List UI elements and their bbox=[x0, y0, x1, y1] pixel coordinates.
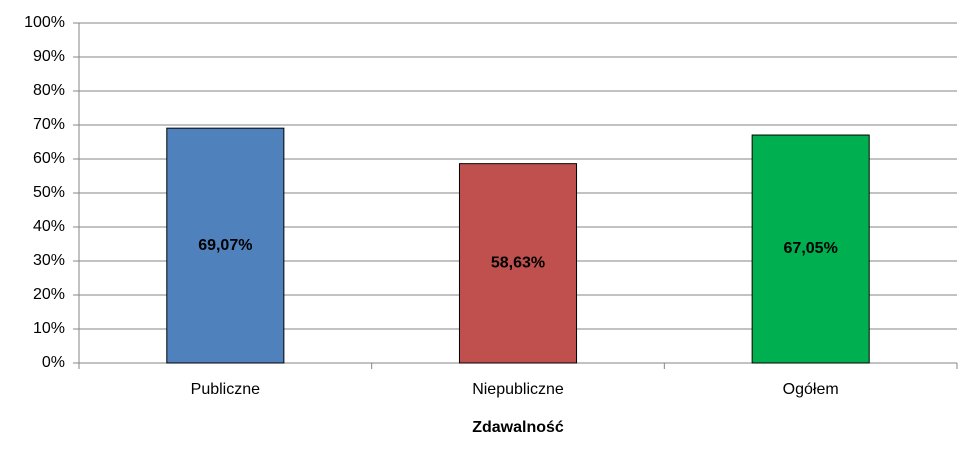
y-tick-label: 50% bbox=[33, 184, 65, 201]
data-label: 58,63% bbox=[491, 255, 545, 272]
y-tick-label: 100% bbox=[24, 14, 65, 31]
x-axis-title: Zdawalność bbox=[472, 419, 564, 436]
y-tick-label: 60% bbox=[33, 150, 65, 167]
data-label: 67,05% bbox=[784, 240, 838, 257]
data-label: 69,07% bbox=[198, 237, 252, 254]
bar bbox=[751, 134, 870, 364]
x-tick-label: Ogółem bbox=[783, 381, 839, 398]
y-tick-label: 40% bbox=[33, 218, 65, 235]
y-tick-label: 70% bbox=[33, 116, 65, 133]
y-tick-label: 80% bbox=[33, 82, 65, 99]
y-tick-label: 0% bbox=[42, 354, 65, 371]
x-tick-label: Niepubliczne bbox=[472, 381, 564, 398]
x-tick-label: Publiczne bbox=[191, 381, 260, 398]
y-tick-label: 30% bbox=[33, 252, 65, 269]
y-tick-label: 10% bbox=[33, 320, 65, 337]
y-tick-label: 90% bbox=[33, 48, 65, 65]
bar bbox=[166, 127, 285, 364]
bar bbox=[458, 163, 578, 364]
y-tick-label: 20% bbox=[33, 286, 65, 303]
